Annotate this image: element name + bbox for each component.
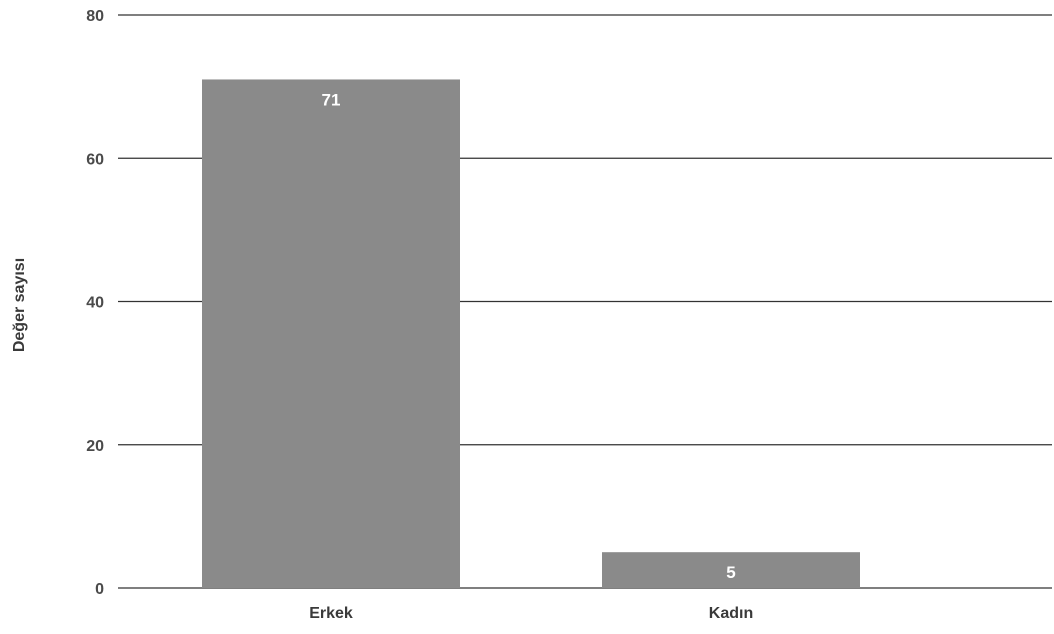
y-tick-label: 60 bbox=[86, 151, 104, 168]
y-axis-title: Değer sayısı bbox=[11, 258, 28, 352]
x-tick-label-erkek: Erkek bbox=[309, 605, 353, 622]
bar-erkek bbox=[202, 79, 460, 589]
y-tick-label: 0 bbox=[95, 581, 104, 598]
y-tick-label: 80 bbox=[86, 8, 104, 25]
x-tick-label-kadın: Kadın bbox=[709, 605, 753, 622]
x-axis-categories: Erkek Kadın bbox=[309, 605, 753, 622]
data-label-erkek: 71 bbox=[322, 90, 341, 109]
bar-kadın bbox=[602, 552, 860, 588]
y-tick-label: 40 bbox=[86, 295, 104, 312]
y-tick-label: 20 bbox=[86, 438, 104, 455]
data-label-kadın: 5 bbox=[726, 563, 735, 582]
bars: 71 5 bbox=[202, 79, 860, 589]
y-axis-ticks: 0 20 40 60 80 bbox=[86, 8, 104, 598]
